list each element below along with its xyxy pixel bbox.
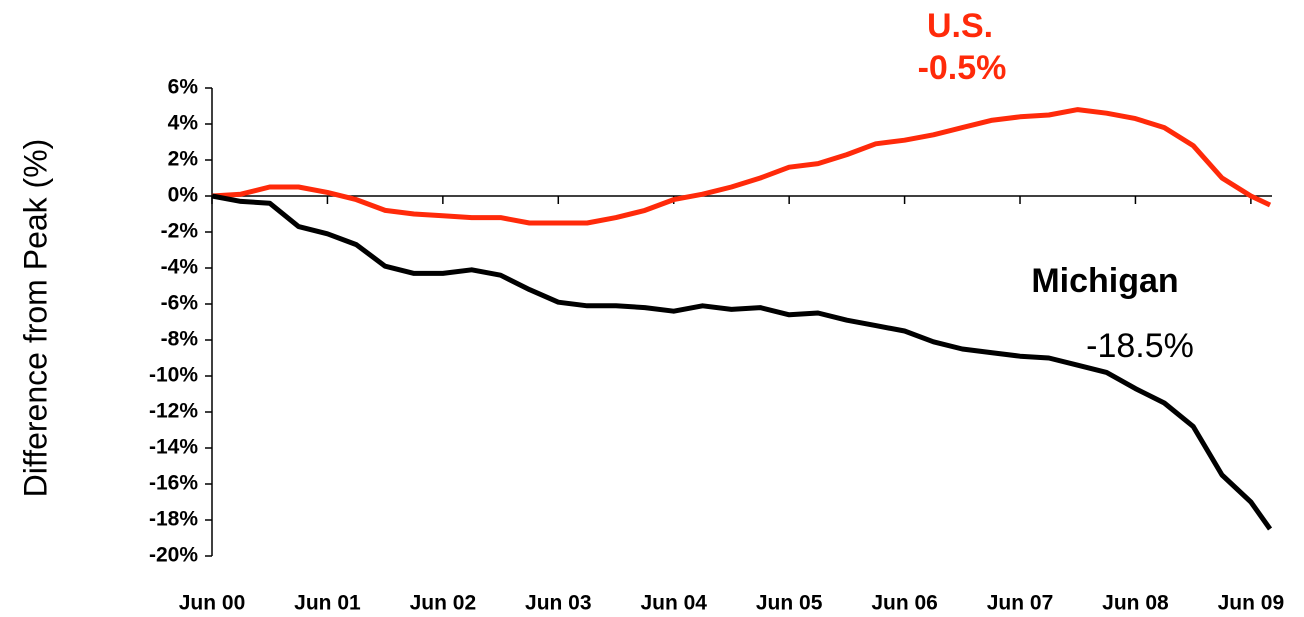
annotation: -0.5% xyxy=(918,49,1007,87)
x-tick-label: Jun 03 xyxy=(525,592,592,615)
y-tick-label: 4% xyxy=(168,112,199,135)
x-tick-label: Jun 01 xyxy=(294,592,361,615)
y-tick-label: -18% xyxy=(149,508,198,531)
y-tick-label: -12% xyxy=(149,400,198,423)
x-tick-label: Jun 08 xyxy=(1102,592,1169,615)
x-tick-label: Jun 05 xyxy=(756,592,823,615)
annotation: Michigan xyxy=(1031,262,1178,300)
y-tick-label: -16% xyxy=(149,472,198,495)
x-tick-label: Jun 02 xyxy=(410,592,477,615)
x-tick-label: Jun 04 xyxy=(640,592,707,615)
x-tick-label: Jun 06 xyxy=(871,592,938,615)
annotation: -18.5% xyxy=(1086,327,1194,365)
y-tick-label: -14% xyxy=(149,436,198,459)
y-tick-label: 2% xyxy=(168,148,199,171)
y-tick-label: 0% xyxy=(168,184,199,207)
x-tick-label: Jun 07 xyxy=(987,592,1054,615)
y-tick-label: 6% xyxy=(168,76,199,99)
y-tick-label: -4% xyxy=(161,256,199,279)
y-tick-label: -6% xyxy=(161,292,199,315)
y-tick-label: -8% xyxy=(161,328,199,351)
y-tick-label: -10% xyxy=(149,364,198,387)
x-tick-label: Jun 09 xyxy=(1218,592,1285,615)
line-series xyxy=(211,193,1273,531)
y-tick-label: -20% xyxy=(149,544,198,567)
y-axis-label: Difference from Peak (%) xyxy=(17,139,53,498)
y-tick-label: -2% xyxy=(161,220,199,243)
annotation: U.S. xyxy=(927,7,993,45)
x-tick-label: Jun 00 xyxy=(179,592,246,615)
line-series xyxy=(211,107,1272,226)
